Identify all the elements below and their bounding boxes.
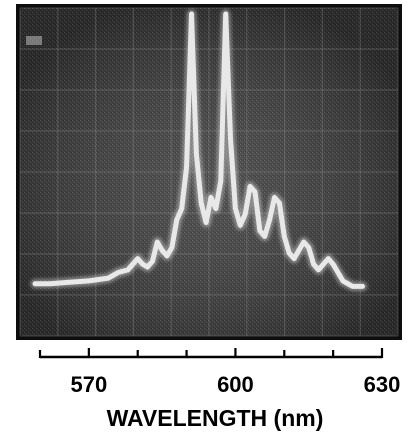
data-point — [244, 213, 246, 215]
spectrum-trace — [30, 9, 368, 292]
x-axis: 570 600 630 — [38, 348, 401, 397]
data-point — [190, 13, 193, 15]
data-point — [146, 266, 149, 268]
data-point — [269, 219, 271, 221]
x-tick-label: 570 — [70, 372, 107, 397]
data-point — [361, 285, 364, 288]
data-point — [288, 252, 290, 254]
data-point — [332, 263, 334, 265]
data-point — [151, 260, 153, 263]
data-point — [229, 138, 232, 140]
data-point — [107, 277, 109, 279]
data-point — [142, 263, 144, 265]
plot-area — [16, 4, 402, 340]
data-point — [176, 219, 178, 221]
data-point — [68, 281, 70, 283]
data-point — [303, 241, 305, 243]
data-point — [283, 235, 285, 237]
data-point — [156, 241, 158, 243]
data-point — [171, 246, 173, 249]
data-point — [200, 202, 202, 204]
x-tick-label: 600 — [217, 372, 254, 397]
data-point — [215, 208, 217, 210]
data-point — [322, 263, 324, 265]
data-point — [185, 166, 188, 168]
data-point — [254, 191, 256, 193]
data-point — [313, 263, 315, 265]
data-point — [317, 269, 320, 271]
data-point — [273, 196, 276, 199]
data-point — [342, 280, 344, 282]
data-point — [195, 152, 197, 154]
data-point — [181, 208, 183, 210]
screen-corner-mark — [26, 36, 42, 45]
data-point — [137, 258, 139, 260]
data-point — [327, 258, 329, 260]
data-point — [225, 13, 227, 15]
series-line — [32, 11, 365, 289]
data-point — [127, 269, 129, 271]
data-point — [205, 221, 207, 224]
data-point — [352, 285, 354, 288]
data-point — [239, 224, 241, 226]
data-point — [347, 283, 349, 285]
screen-vignette — [20, 8, 398, 336]
data-point — [264, 235, 266, 237]
data-point — [356, 285, 359, 288]
data-point — [337, 271, 339, 274]
data-point — [259, 230, 261, 232]
x-axis-title: WAVELENGTH (nm) — [107, 405, 324, 431]
data-point — [49, 283, 51, 285]
data-point — [249, 185, 251, 187]
data-point — [308, 246, 310, 249]
data-point — [278, 202, 280, 204]
data-point — [293, 258, 295, 260]
data-point — [210, 196, 212, 199]
data-point — [166, 255, 168, 257]
data-point — [161, 249, 163, 251]
data-point — [220, 180, 222, 182]
data-point — [88, 280, 90, 282]
data-point — [117, 271, 119, 274]
data-point — [298, 249, 300, 251]
data-point — [34, 283, 36, 285]
x-tick-label: 630 — [364, 372, 401, 397]
data-point — [234, 208, 237, 210]
